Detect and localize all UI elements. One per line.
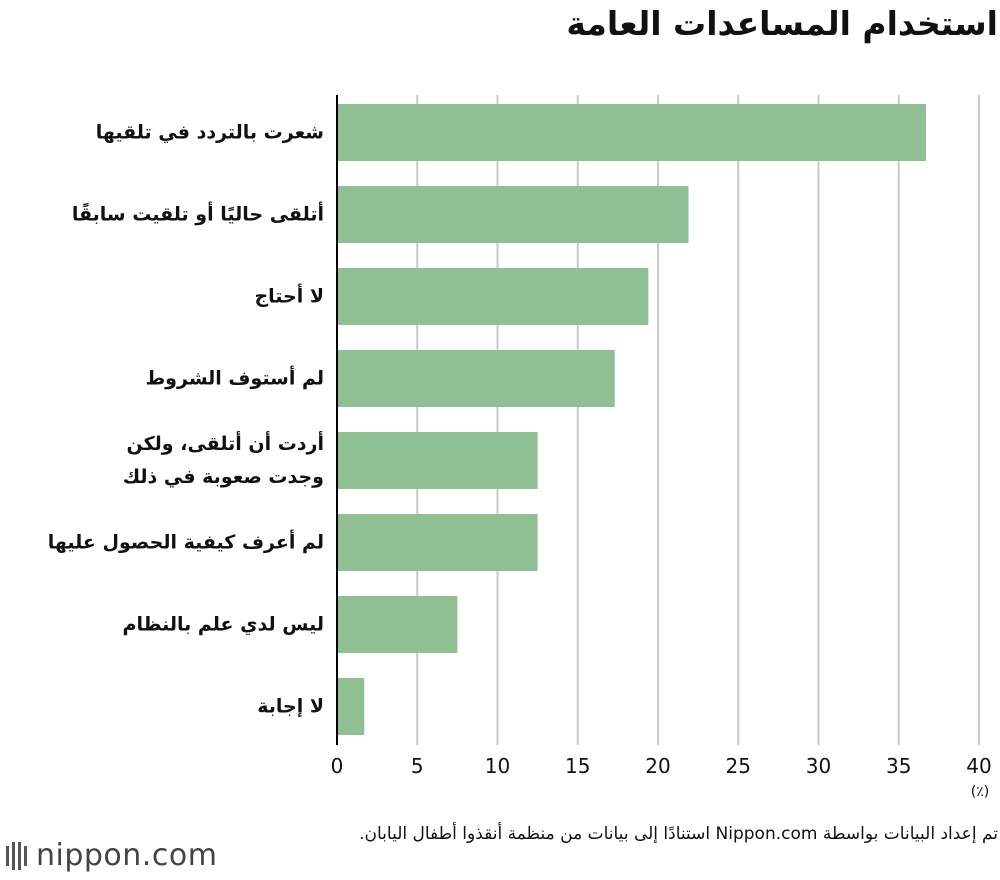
unit-label: (٪) [970,784,990,800]
category-label: لا أحتاج [254,285,324,307]
bar [337,350,615,407]
chart-title: استخدام المساعدات العامة [566,4,998,43]
nippon-logo-icon [6,841,27,870]
bar [337,104,927,161]
x-tick-label: 0 [330,754,344,778]
category-label: شعرت بالتردد في تلقيها [95,121,324,143]
x-tick-label: 20 [645,754,671,778]
nippon-logo[interactable]: nippon.com [4,838,217,873]
bar [337,514,538,571]
category-label: لم أستوف الشروط [145,367,324,389]
category-label: أتلقى حاليًا أو تلقيت سابقًا [71,203,324,225]
category-label: أردت أن أتلقى، ولكن وجدت صعوبة في ذلك [122,432,324,488]
x-tick-label: 30 [805,754,832,778]
bar [337,432,538,489]
x-tick-label: 10 [484,754,511,778]
bar [337,596,458,653]
bar [337,678,365,735]
bar-chart [336,95,980,745]
bar [337,186,689,243]
x-tick-label: 25 [725,754,751,778]
bar [337,268,649,325]
category-label: ليس لدي علم بالنظام [122,613,324,635]
category-label: لم أعرف كيفية الحصول عليها [47,531,324,553]
source-note: تم إعداد البيانات بواسطة Nippon.com استن… [359,824,998,844]
x-tick-label: 40 [966,754,992,778]
x-tick-label: 35 [886,754,912,778]
category-label: لا إجابة [257,695,324,717]
x-tick-label: 5 [410,754,424,778]
logo-text: nippon.com [36,838,218,873]
x-tick-label: 15 [565,754,591,778]
